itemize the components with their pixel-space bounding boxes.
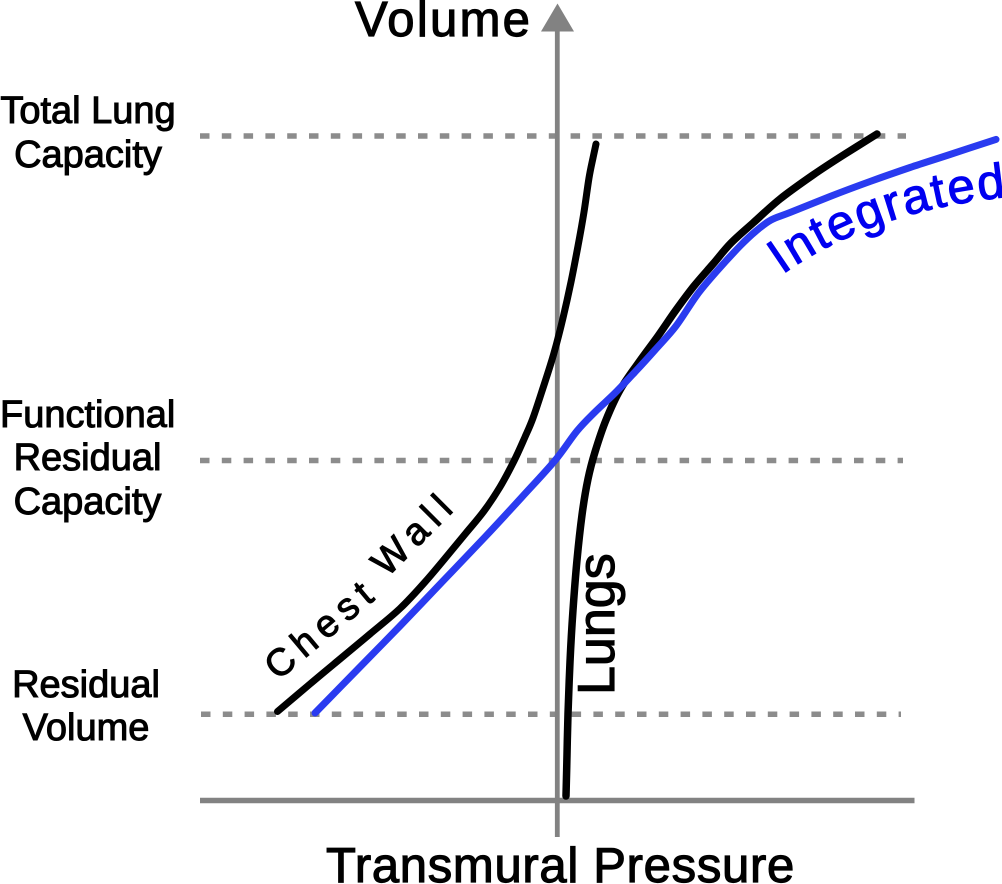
svg-text:Integrated: Integrated [758,154,1002,284]
